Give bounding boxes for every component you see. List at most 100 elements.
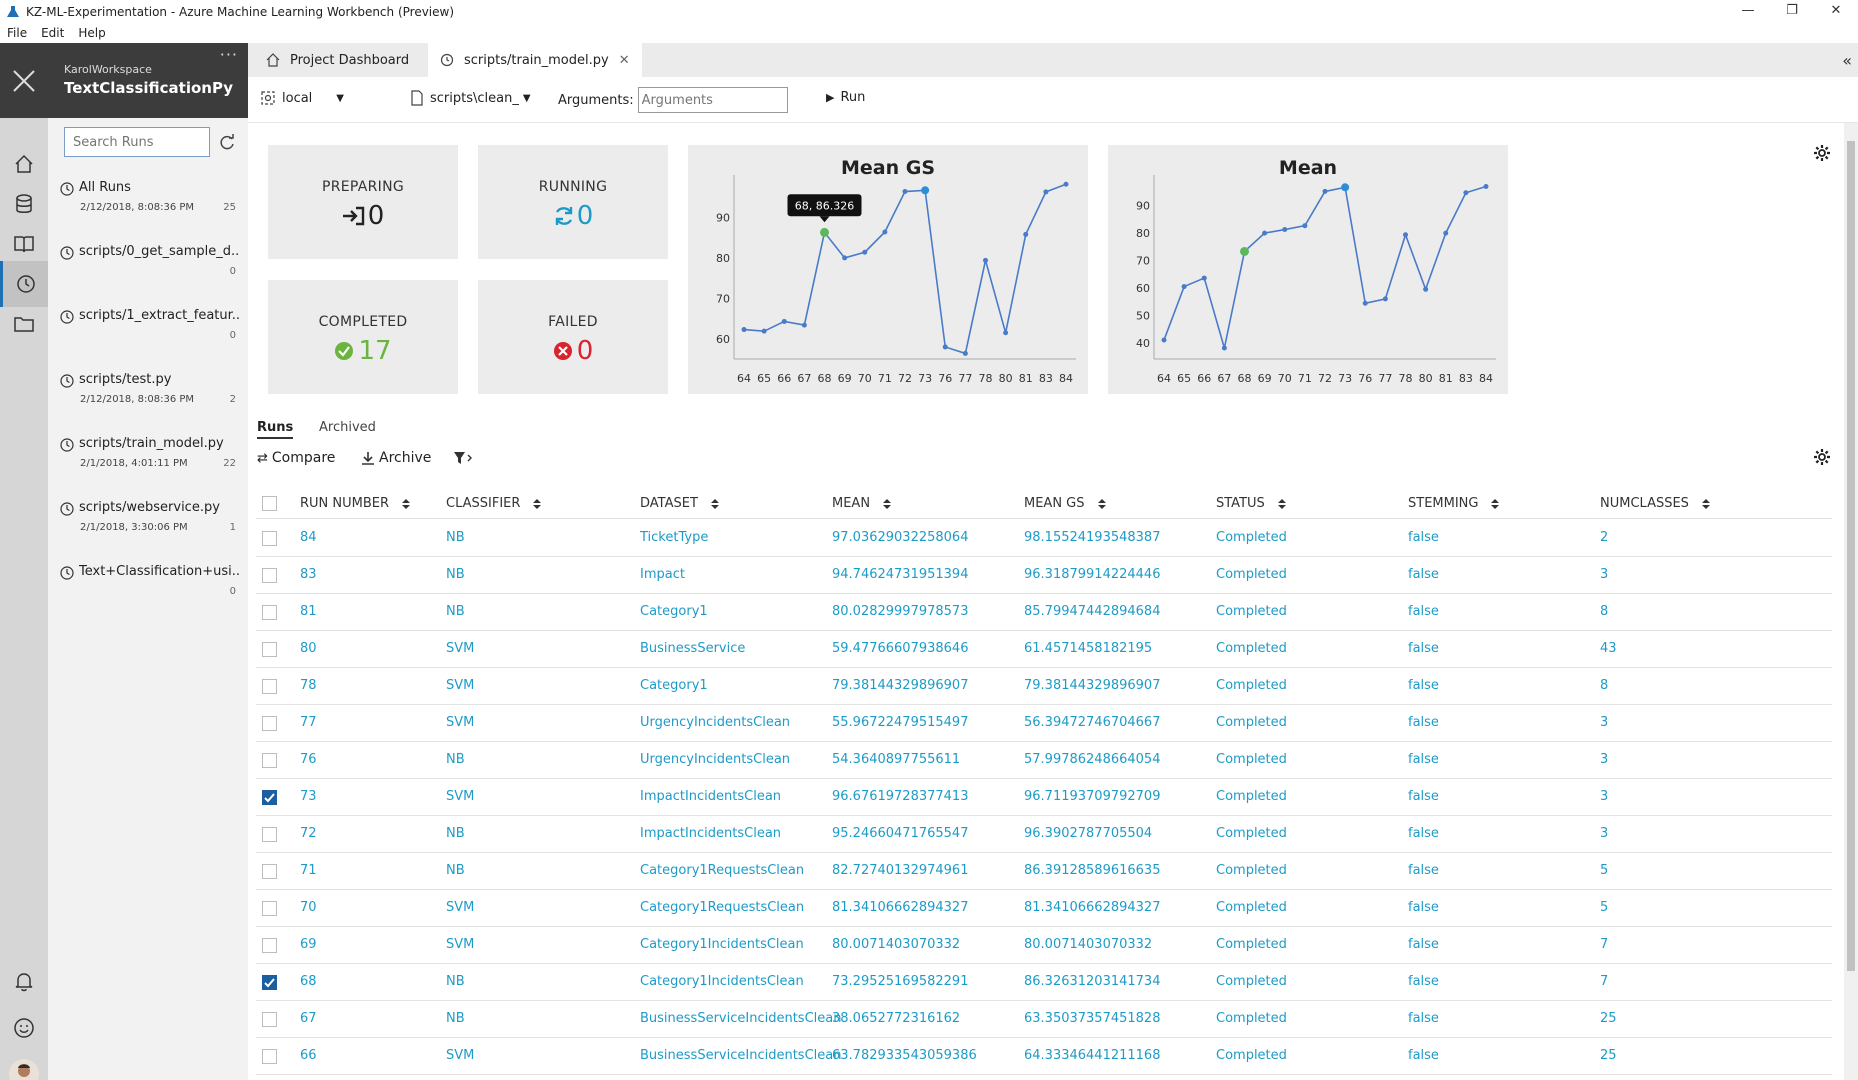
run-list-item[interactable]: Text+Classification+usi... 0 <box>60 564 246 618</box>
table-row[interactable]: 67 NB BusinessServiceIncidentsClean 38.0652… <box>256 1001 1832 1038</box>
table-row[interactable]: 68 NB Category1IncidentsClean 73.2952516958… <box>256 964 1832 1001</box>
table-cell[interactable]: 72 <box>300 826 317 841</box>
table-row[interactable]: 77 SVM UrgencyIncidentsClean 55.96722479515… <box>256 705 1832 742</box>
table-cell[interactable]: 80 <box>300 641 317 656</box>
notifications-button[interactable] <box>0 958 48 1004</box>
filter-button[interactable] <box>453 450 475 466</box>
row-checkbox[interactable] <box>262 975 277 990</box>
script-select[interactable]: scripts\clean_ ▼ <box>410 90 531 106</box>
table-cell[interactable]: 70 <box>300 900 317 915</box>
table-cell[interactable]: 68 <box>300 974 317 989</box>
column-header[interactable]: NUMCLASSES <box>1600 496 1711 511</box>
tab-runs[interactable]: Runs <box>257 420 294 439</box>
compare-button[interactable]: ⇄ Compare <box>257 450 335 466</box>
close-window-button[interactable]: ✕ <box>1830 3 1842 18</box>
data-nav-button[interactable] <box>0 181 48 227</box>
search-runs-input[interactable] <box>64 127 210 157</box>
run-button[interactable]: ▶ Run <box>826 90 865 105</box>
run-list-item[interactable]: scripts/train_model.py 2/1/2018, 4:01:11… <box>60 436 246 490</box>
row-checkbox[interactable] <box>262 753 277 768</box>
compute-target-select[interactable]: local ▼ <box>260 90 344 106</box>
tile-value-row: 0 <box>478 336 668 366</box>
table-cell: 3 <box>1600 752 1609 767</box>
menu-edit[interactable]: Edit <box>41 26 65 40</box>
run-list-item[interactable]: scripts/0_get_sample_d... 0 <box>60 244 246 298</box>
column-header[interactable]: DATASET <box>640 496 720 511</box>
table-row[interactable]: 83 NB Impact 94.74624731951394 96.3187991422… <box>256 557 1832 594</box>
account-button[interactable] <box>0 1051 48 1080</box>
table-row[interactable]: 81 NB Category1 80.02829997978573 85.7994744… <box>256 594 1832 631</box>
row-checkbox[interactable] <box>262 1012 277 1027</box>
close-panel-button[interactable] <box>0 43 48 118</box>
select-all-checkbox[interactable] <box>262 496 277 511</box>
table-cell[interactable]: 69 <box>300 937 317 952</box>
column-header[interactable]: STEMMING <box>1408 496 1500 511</box>
more-options-icon[interactable]: ··· <box>219 45 238 64</box>
close-tab-icon[interactable]: ✕ <box>618 52 630 68</box>
table-cell[interactable]: 77 <box>300 715 317 730</box>
table-cell: SVM <box>446 1048 475 1063</box>
row-checkbox[interactable] <box>262 568 277 583</box>
row-checkbox[interactable] <box>262 938 277 953</box>
table-row[interactable]: 69 SVM Category1IncidentsClean 80.007140307… <box>256 927 1832 964</box>
table-settings-gear-icon[interactable] <box>1813 448 1831 466</box>
scrollbar-thumb[interactable] <box>1847 141 1855 971</box>
table-cell[interactable]: 83 <box>300 567 317 582</box>
row-checkbox[interactable] <box>262 864 277 879</box>
dashboard-settings-gear-icon[interactable] <box>1813 144 1831 162</box>
restore-button[interactable]: ❐ <box>1786 3 1798 18</box>
table-row[interactable]: 66 SVM BusinessServiceIncidentsClean 63.782… <box>256 1038 1832 1075</box>
table-row[interactable]: 70 SVM Category1RequestsClean 81.3410666289… <box>256 890 1832 927</box>
table-row[interactable]: 80 SVM BusinessService 59.47766607938646 61.… <box>256 631 1832 668</box>
row-checkbox[interactable] <box>262 679 277 694</box>
tab-project-dashboard[interactable]: Project Dashboard <box>254 43 421 77</box>
table-row[interactable]: 72 NB ImpactIncidentsClean 95.2466047176554… <box>256 816 1832 853</box>
table-cell[interactable]: 66 <box>300 1048 317 1063</box>
tab-archived[interactable]: Archived <box>319 420 376 435</box>
run-list-item[interactable]: scripts/webservice.py 2/1/2018, 3:30:06 … <box>60 500 246 554</box>
files-nav-button[interactable] <box>0 301 48 347</box>
row-checkbox[interactable] <box>262 1049 277 1064</box>
runs-nav-button[interactable] <box>0 261 48 307</box>
run-list-item[interactable]: scripts/1_extract_featur... 0 <box>60 308 246 362</box>
archive-button[interactable]: Archive <box>361 450 431 466</box>
chevron-down-icon: ▼ <box>336 92 344 104</box>
menu-help[interactable]: Help <box>78 26 106 40</box>
tab-train-model[interactable]: scripts/train_model.py ✕ <box>428 43 642 77</box>
table-cell[interactable]: 78 <box>300 678 317 693</box>
menu-file[interactable]: File <box>7 26 28 40</box>
table-cell[interactable]: 73 <box>300 789 317 804</box>
table-row[interactable]: 71 NB Category1RequestsClean 82.72740132974… <box>256 853 1832 890</box>
table-cell[interactable]: 81 <box>300 604 317 619</box>
table-row[interactable]: 84 NB TicketType 97.03629032258064 98.155241… <box>256 520 1832 557</box>
notebooks-nav-button[interactable] <box>0 221 48 267</box>
row-checkbox[interactable] <box>262 531 277 546</box>
column-header[interactable]: CLASSIFIER <box>446 496 542 511</box>
home-nav-button[interactable] <box>0 141 48 187</box>
row-checkbox[interactable] <box>262 790 277 805</box>
table-row[interactable]: 76 NB UrgencyIncidentsClean 54.364089775561… <box>256 742 1832 779</box>
collapse-panel-icon[interactable]: « <box>1842 51 1852 70</box>
run-list-item[interactable]: scripts/test.py 2/12/2018, 8:08:36 PM 2 <box>60 372 246 426</box>
table-row[interactable]: 78 SVM Category1 79.38144329896907 79.381443… <box>256 668 1832 705</box>
column-header[interactable]: STATUS <box>1216 496 1287 511</box>
table-cell[interactable]: 84 <box>300 530 317 545</box>
row-checkbox[interactable] <box>262 605 277 620</box>
row-checkbox[interactable] <box>262 642 277 657</box>
row-checkbox[interactable] <box>262 716 277 731</box>
table-cell[interactable]: 67 <box>300 1011 317 1026</box>
table-row[interactable]: 73 SVM ImpactIncidentsClean 96.676197283774… <box>256 779 1832 816</box>
feedback-button[interactable] <box>0 1005 48 1051</box>
vertical-scrollbar[interactable] <box>1844 123 1858 1080</box>
row-checkbox[interactable] <box>262 827 277 842</box>
column-header[interactable]: RUN NUMBER <box>300 496 411 511</box>
row-checkbox[interactable] <box>262 901 277 916</box>
table-cell[interactable]: 71 <box>300 863 317 878</box>
table-cell[interactable]: 76 <box>300 752 317 767</box>
minimize-button[interactable]: — <box>1741 3 1755 18</box>
run-list-item-all-runs[interactable]: All Runs 2/12/2018, 8:08:36 PM 25 <box>60 180 246 234</box>
arguments-input[interactable] <box>637 87 788 113</box>
column-header[interactable]: MEAN GS <box>1024 496 1107 511</box>
refresh-icon[interactable] <box>218 133 236 151</box>
column-header[interactable]: MEAN <box>832 496 892 511</box>
